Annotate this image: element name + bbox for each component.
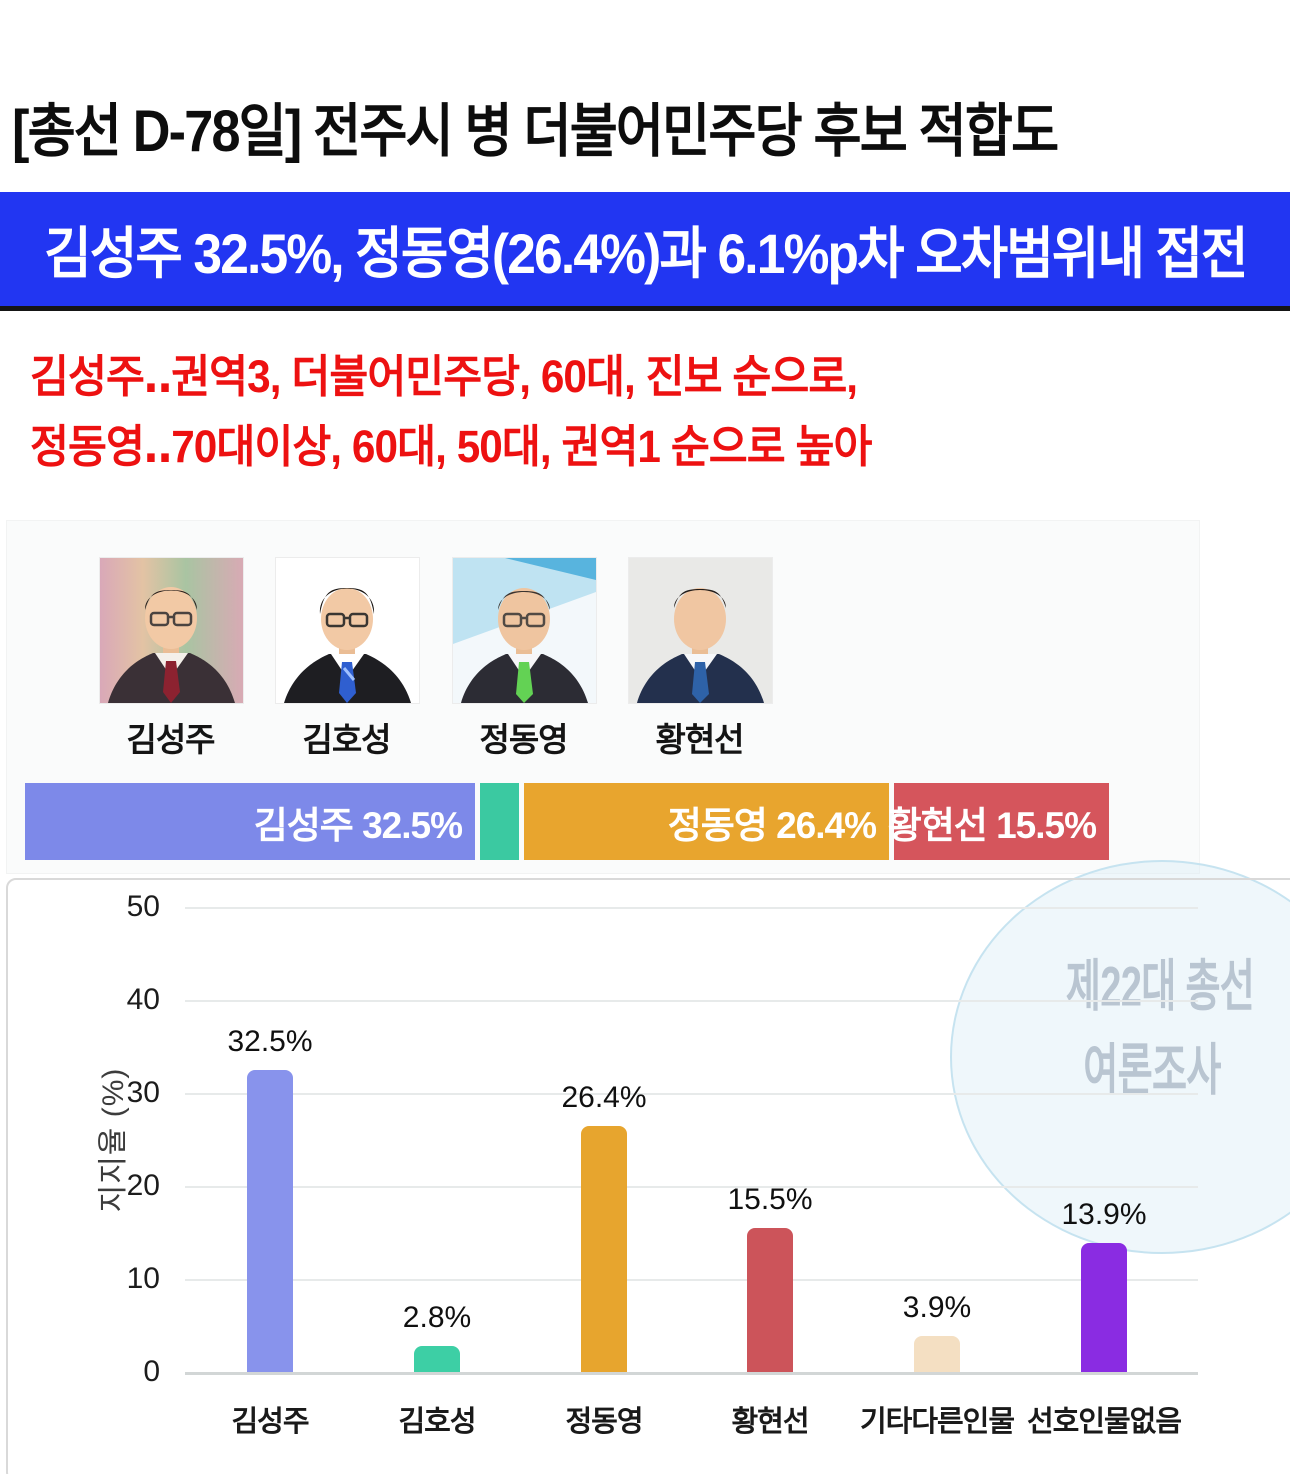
stacked-segment-label: 정동영 26.4% xyxy=(667,804,877,846)
candidate-name: 황현선 xyxy=(655,721,744,758)
candidate-photo-kim-seong-ju xyxy=(99,557,244,704)
portrait-image xyxy=(629,558,772,703)
candidate-photo-kim-ho-seong xyxy=(275,557,420,704)
portrait-image xyxy=(453,558,596,703)
key-findings-line1: 김성주‥권역3, 더불어민주당, 60대, 진보 순으로, xyxy=(30,351,858,402)
portrait-image xyxy=(100,558,243,703)
support-chart-panel xyxy=(6,878,1290,1474)
headline-banner-text: 김성주 32.5%, 정동영(26.4%)과 6.1%p차 오차범위내 접전 xyxy=(43,221,1248,285)
candidate-name: 김호성 xyxy=(302,721,391,758)
candidate-name: 정동영 xyxy=(479,721,568,758)
candidate-name: 김성주 xyxy=(126,721,215,758)
key-findings-line2: 정동영‥70대이상, 60대, 50대, 권역1 순으로 높아 xyxy=(30,421,872,472)
stacked-segment-2 xyxy=(480,783,519,860)
portrait-image xyxy=(276,558,419,703)
candidate-photo-jeong-dong-yeong xyxy=(452,557,597,704)
stacked-segment-label: 김성주 32.5% xyxy=(253,804,463,846)
stacked-segment-4: 황현선 15.5% xyxy=(888,783,1109,860)
key-findings: 김성주‥권역3, 더불어민주당, 60대, 진보 순으로, 정동영‥70대이상,… xyxy=(30,342,1196,482)
page-title: [총선 D-78일] 전주시 병 더불어민주당 후보 적합도 xyxy=(12,99,1059,164)
candidate-photo-hwang-hyeon-seon xyxy=(628,557,773,704)
stacked-segment-1: 김성주 32.5% xyxy=(25,783,475,860)
headline-banner: 김성주 32.5%, 정동영(26.4%)과 6.1%p차 오차범위내 접전 xyxy=(0,192,1290,311)
watermark-circle xyxy=(950,860,1290,1254)
stacked-segment-3: 정동영 26.4% xyxy=(524,783,889,860)
stacked-segment-label: 황현선 15.5% xyxy=(887,804,1097,846)
